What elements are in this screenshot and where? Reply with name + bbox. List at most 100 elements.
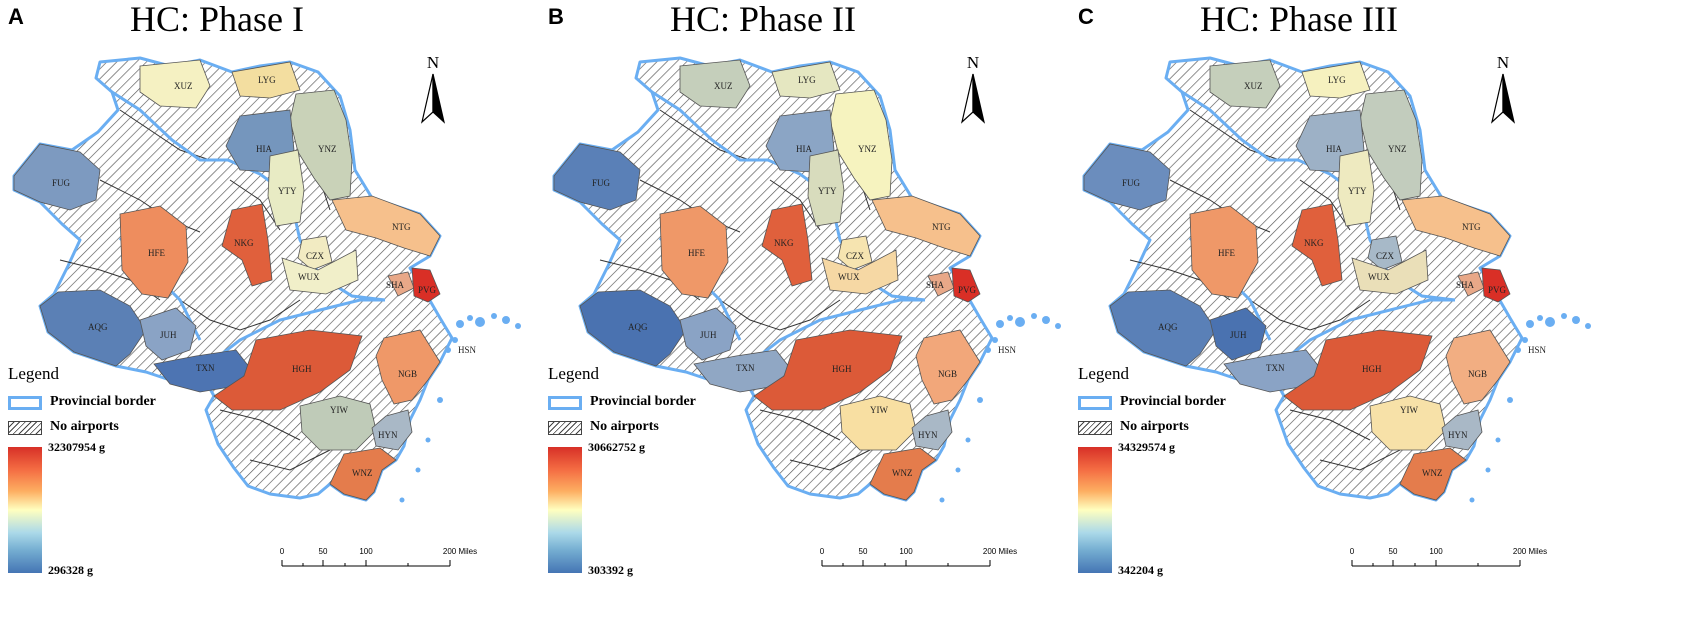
- city-label-yty: YTY: [278, 186, 297, 196]
- city-label-sha: SHA: [1456, 280, 1475, 290]
- panel-title: HC: Phase III: [1200, 0, 1398, 39]
- city-label-hia: HIA: [256, 144, 272, 154]
- city-region-ntg: [1401, 195, 1511, 257]
- city-label-pvg: PVG: [958, 285, 977, 295]
- provincial-border-swatch: [548, 396, 582, 410]
- city-region-ynz: [1359, 89, 1423, 201]
- scale-tick-label: 100: [899, 547, 913, 556]
- city-region-juh: [679, 307, 737, 361]
- city-region-ynz: [829, 89, 893, 201]
- city-region-xuz: [1209, 59, 1281, 109]
- city-label-ngb: NGB: [938, 369, 957, 379]
- city-region-juh: [139, 307, 197, 361]
- city-label-czx: CZX: [846, 251, 865, 261]
- city-region-yiw: [1369, 395, 1447, 451]
- map-panel-a: A HC: Phase I: [0, 0, 562, 623]
- city-label-lyg: LYG: [1328, 75, 1346, 85]
- scale-bar: 0 50 100 200 Miles: [280, 547, 477, 567]
- city-region-hfe: [1189, 205, 1259, 299]
- no-airports-label: No airports: [590, 419, 659, 434]
- city-region-nkg: [761, 203, 813, 287]
- city-label-xuz: XUZ: [714, 81, 733, 91]
- city-label-hgh: HGH: [1362, 364, 1382, 374]
- city-region-hyn: [911, 409, 953, 451]
- legend-min-value: 342204 g: [1118, 563, 1163, 577]
- city-region-nkg: [221, 203, 273, 287]
- color-gradient-bar: [548, 447, 582, 573]
- city-region-ynz: [289, 89, 353, 201]
- city-regions: [1083, 59, 1511, 501]
- city-region-yiw: [299, 395, 377, 451]
- city-label-hgh: HGH: [292, 364, 312, 374]
- city-region-wnz: [329, 447, 397, 501]
- city-label-yiw: YIW: [870, 405, 888, 415]
- city-label-txn: TXN: [736, 363, 755, 373]
- scale-tick-label: 50: [1389, 547, 1398, 556]
- scale-bar: 0 50 100 200 Miles: [820, 547, 1017, 567]
- no-airports-swatch: [1078, 421, 1112, 435]
- city-label-juh: JUH: [1230, 330, 1247, 340]
- city-region-czx: [297, 235, 333, 271]
- city-region-juh: [1209, 307, 1267, 361]
- coastal-islands: [1469, 313, 1591, 503]
- scale-tick-label: 0: [280, 547, 285, 556]
- city-label-ntg: NTG: [392, 222, 411, 232]
- city-label-hia: HIA: [1326, 144, 1342, 154]
- no-airports-swatch: [548, 421, 582, 435]
- city-region-fug: [553, 143, 641, 211]
- scale-tick-label: 100: [359, 547, 373, 556]
- city-label-hyn: HYN: [1448, 430, 1468, 440]
- city-region-hgh: [1283, 329, 1433, 411]
- city-label-fug: FUG: [52, 178, 71, 188]
- city-label-yty: YTY: [818, 186, 837, 196]
- city-label-nkg: NKG: [1304, 238, 1324, 248]
- legend-max-value: 32307954 g: [48, 440, 105, 454]
- city-region-yty: [267, 149, 305, 227]
- city-label-xuz: XUZ: [1244, 81, 1263, 91]
- city-region-fug: [1083, 143, 1171, 211]
- city-region-xuz: [139, 59, 211, 109]
- city-label-lyg: LYG: [798, 75, 816, 85]
- city-region-lyg: [231, 61, 301, 99]
- city-label-hia: HIA: [796, 144, 812, 154]
- city-region-aqg: [1109, 289, 1217, 367]
- provincial-border-label: Provincial border: [1120, 394, 1226, 409]
- scale-tick-label: 200 Miles: [443, 547, 477, 556]
- city-label-xuz: XUZ: [174, 81, 193, 91]
- no-airports-label: No airports: [1120, 419, 1189, 434]
- north-label: N: [1497, 53, 1509, 72]
- city-region-hfe: [659, 205, 729, 299]
- city-label-wux: WUX: [298, 272, 320, 282]
- city-label-nkg: NKG: [234, 238, 254, 248]
- city-label-wnz: WNZ: [892, 468, 913, 478]
- city-regions: [13, 59, 441, 501]
- city-region-ngb: [1445, 329, 1511, 405]
- city-label-fug: FUG: [592, 178, 611, 188]
- city-label-sha: SHA: [386, 280, 405, 290]
- city-region-xuz: [679, 59, 751, 109]
- city-region-aqg: [579, 289, 687, 367]
- panel-letter: C: [1078, 4, 1094, 29]
- city-label-yiw: YIW: [330, 405, 348, 415]
- north-arrow: N: [960, 53, 986, 124]
- city-region-wux: [1351, 249, 1429, 295]
- legend-title: Legend: [8, 364, 59, 383]
- map-panel-c: C HC: Phase III: [1070, 0, 1632, 623]
- coastal-islands: [399, 313, 521, 503]
- city-region-yiw: [839, 395, 917, 451]
- city-label-hsn: HSN: [998, 345, 1017, 355]
- scale-tick-label: 0: [820, 547, 825, 556]
- north-label: N: [967, 53, 979, 72]
- city-region-nkg: [1291, 203, 1343, 287]
- city-region-hyn: [371, 409, 413, 451]
- color-gradient-bar: [1078, 447, 1112, 573]
- city-label-lyg: LYG: [258, 75, 276, 85]
- city-label-fug: FUG: [1122, 178, 1141, 188]
- city-label-yty: YTY: [1348, 186, 1367, 196]
- city-region-czx: [1367, 235, 1403, 271]
- city-label-aqg: AQG: [1158, 322, 1178, 332]
- legend-min-value: 303392 g: [588, 563, 633, 577]
- city-label-txn: TXN: [196, 363, 215, 373]
- legend-title: Legend: [548, 364, 599, 383]
- scale-tick-label: 100: [1429, 547, 1443, 556]
